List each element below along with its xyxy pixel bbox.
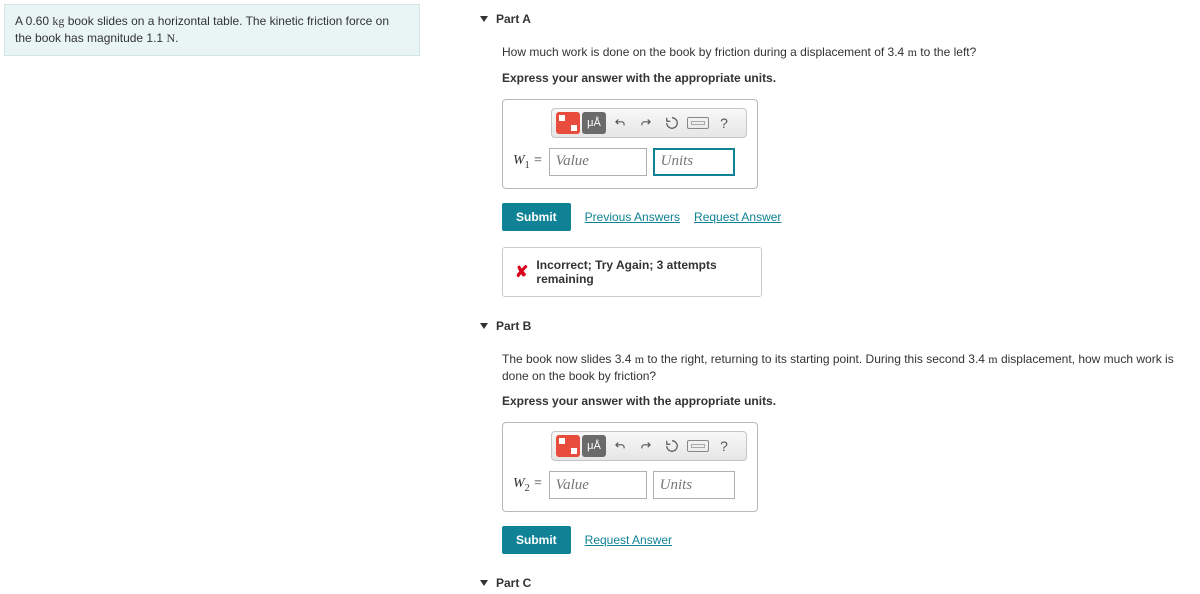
caret-icon [480,16,488,22]
problem-text-3: . [175,31,178,45]
part-b-question: The book now slides 3.4 m to the right, … [502,351,1192,385]
part-a-units-input[interactable] [653,148,735,176]
part-b-submit-button[interactable]: Submit [502,526,571,554]
caret-icon [480,580,488,586]
part-a-answer-box: μÅ ? W1 = [502,99,758,189]
part-a-toolbar: μÅ ? [551,108,747,138]
part-b-toolbar: μÅ ? [551,431,747,461]
redo-icon[interactable] [634,435,658,457]
part-a-header[interactable]: Part A [480,12,1192,26]
undo-icon[interactable] [608,112,632,134]
units-format-icon[interactable]: μÅ [582,112,606,134]
keyboard-icon[interactable] [686,112,710,134]
part-b-request-answer-link[interactable]: Request Answer [585,533,672,547]
part-c-header[interactable]: Part C [480,576,1192,590]
reset-icon[interactable] [660,435,684,457]
part-a-feedback: ✘ Incorrect; Try Again; 3 attempts remai… [502,247,762,297]
template-icon[interactable] [556,435,580,457]
part-b-instruction: Express your answer with the appropriate… [502,394,1192,408]
part-b-header[interactable]: Part B [480,319,1192,333]
error-icon: ✘ [515,262,528,282]
part-a-value-input[interactable] [549,148,647,176]
feedback-text: Incorrect; Try Again; 3 attempts remaini… [536,258,749,286]
units-format-icon[interactable]: μÅ [582,435,606,457]
keyboard-icon[interactable] [686,435,710,457]
part-b-answer-box: μÅ ? W2 = [502,422,758,512]
redo-icon[interactable] [634,112,658,134]
part-a-question: How much work is done on the book by fri… [502,44,1192,61]
previous-answers-link[interactable]: Previous Answers [585,210,680,224]
part-a-submit-button[interactable]: Submit [502,203,571,231]
part-a-title: Part A [496,12,531,26]
undo-icon[interactable] [608,435,632,457]
part-b-variable: W2 = [513,476,543,494]
part-a-instruction: Express your answer with the appropriate… [502,71,1192,85]
help-icon[interactable]: ? [712,112,736,134]
problem-text: A 0.60 [15,14,52,28]
problem-text-2: book slides on a horizontal table. The k… [15,14,389,45]
part-a-variable: W1 = [513,153,543,171]
part-b-title: Part B [496,319,531,333]
part-b-value-input[interactable] [549,471,647,499]
problem-statement: A 0.60 kg book slides on a horizontal ta… [4,4,420,56]
problem-unit-n: N [166,31,175,45]
problem-unit-kg: kg [52,14,64,28]
reset-icon[interactable] [660,112,684,134]
caret-icon [480,323,488,329]
part-b-units-input[interactable] [653,471,735,499]
part-a-request-answer-link[interactable]: Request Answer [694,210,781,224]
help-icon[interactable]: ? [712,435,736,457]
part-c-title: Part C [496,576,531,590]
template-icon[interactable] [556,112,580,134]
